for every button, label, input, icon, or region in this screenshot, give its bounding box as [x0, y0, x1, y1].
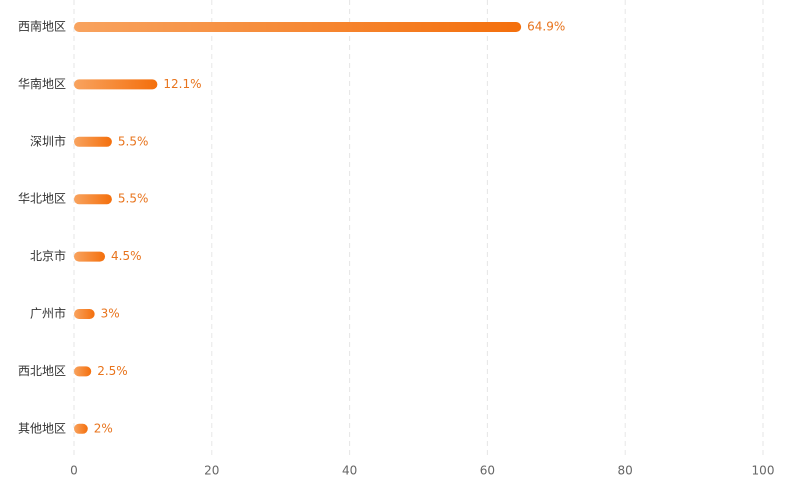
value-label: 3% — [101, 307, 120, 321]
bar — [74, 22, 522, 32]
category-label: 西南地区 — [18, 19, 66, 34]
x-tick-label: 40 — [342, 464, 357, 478]
x-tick-label: 0 — [70, 464, 78, 478]
x-tick-label: 60 — [480, 464, 495, 478]
x-tick-label: 20 — [204, 464, 219, 478]
value-label: 64.9% — [527, 20, 565, 34]
bar — [74, 309, 95, 319]
bar — [74, 366, 92, 377]
bar — [74, 251, 106, 262]
category-label: 广州市 — [30, 306, 66, 321]
category-label: 其他地区 — [18, 421, 66, 435]
bar — [74, 423, 88, 434]
value-label: 5.5% — [118, 134, 148, 148]
x-tick-label: 80 — [618, 464, 633, 478]
value-label: 12.1% — [163, 77, 201, 91]
value-label: 4.5% — [111, 249, 142, 263]
x-tick-label: 100 — [752, 464, 775, 478]
category-label: 北京市 — [30, 248, 66, 263]
category-label: 华北地区 — [18, 192, 66, 206]
bar — [74, 79, 158, 90]
category-label: 西北地区 — [18, 364, 66, 378]
bar — [74, 136, 112, 147]
category-label: 深圳市 — [30, 133, 66, 148]
value-label: 2.5% — [97, 364, 128, 378]
value-label: 5.5% — [118, 192, 148, 206]
category-label: 华南地区 — [18, 76, 66, 91]
bar — [74, 194, 112, 205]
value-label: 2% — [94, 421, 113, 435]
